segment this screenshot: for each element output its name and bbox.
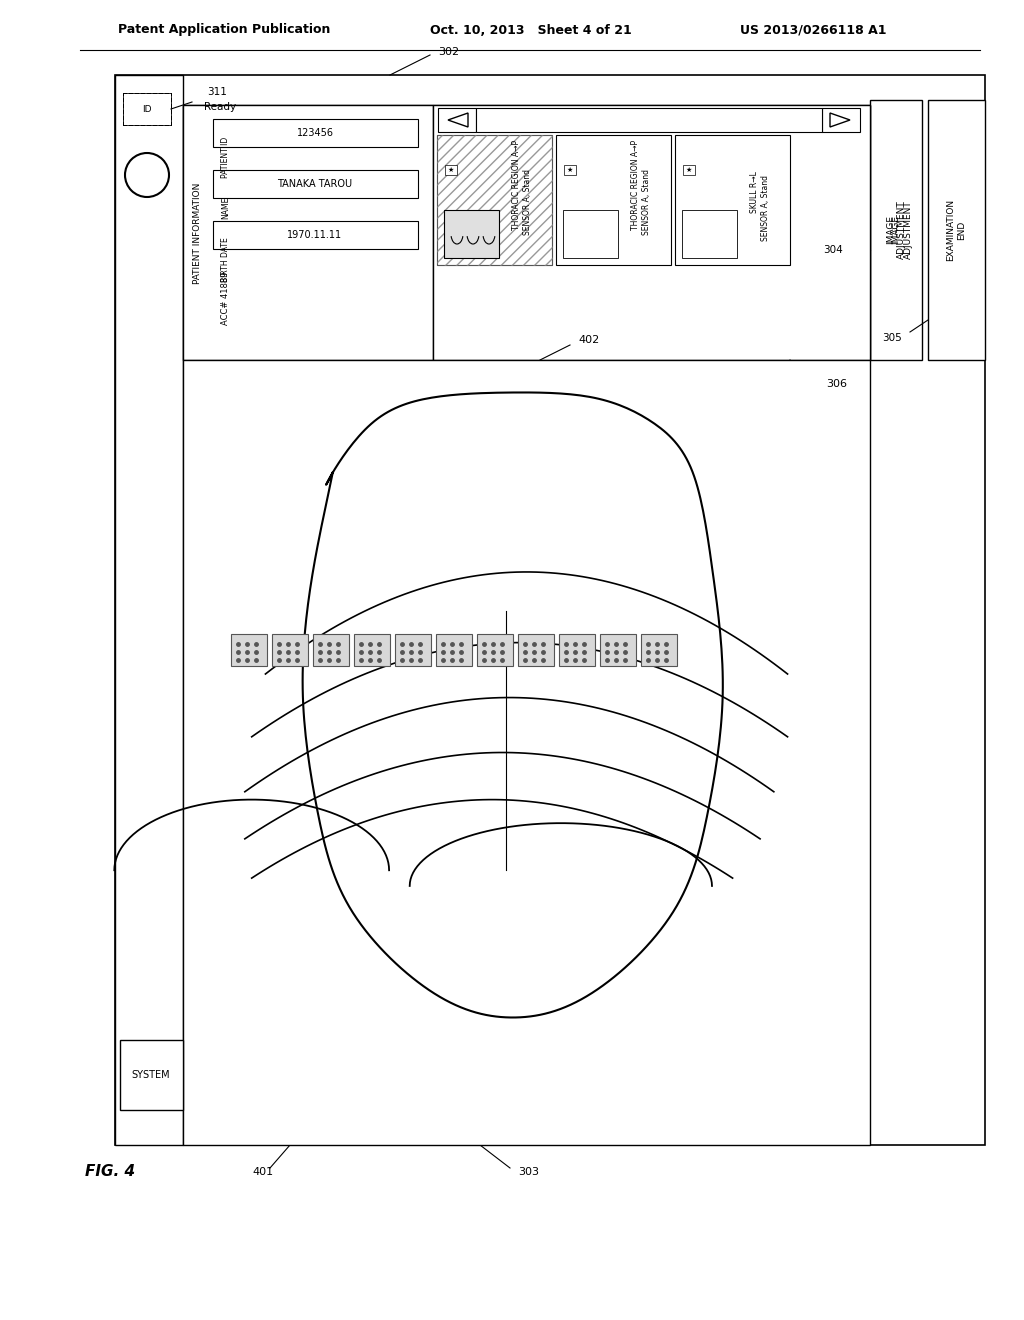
Text: ACC# 41889: ACC# 41889 bbox=[221, 271, 230, 325]
Bar bbox=[433, 106, 870, 360]
Text: 302: 302 bbox=[438, 48, 459, 57]
Text: US 2013/0266118 A1: US 2013/0266118 A1 bbox=[740, 24, 887, 37]
Text: 402: 402 bbox=[578, 335, 599, 345]
Text: EXAMINATION
END: EXAMINATION END bbox=[946, 199, 966, 261]
Bar bbox=[445, 165, 457, 176]
Bar bbox=[477, 634, 513, 667]
Text: THORACIC REGION A→P: THORACIC REGION A→P bbox=[631, 140, 640, 230]
Bar bbox=[354, 634, 390, 667]
Text: 306: 306 bbox=[826, 379, 847, 389]
Bar bbox=[272, 634, 308, 667]
Text: Patent Application Publication: Patent Application Publication bbox=[118, 24, 331, 37]
Bar bbox=[675, 135, 790, 265]
Text: 1970.11.11: 1970.11.11 bbox=[288, 230, 343, 240]
Bar bbox=[395, 634, 431, 667]
Bar bbox=[123, 92, 171, 125]
Text: ADJUSTMENT: ADJUSTMENT bbox=[903, 201, 912, 259]
Text: PATIENT ID: PATIENT ID bbox=[221, 136, 230, 178]
Text: NAME: NAME bbox=[221, 197, 230, 219]
Bar bbox=[559, 634, 595, 667]
Bar bbox=[120, 1040, 183, 1110]
Bar bbox=[437, 135, 552, 265]
Bar bbox=[436, 634, 472, 667]
Bar bbox=[438, 108, 476, 132]
Bar bbox=[556, 135, 671, 265]
Text: IMAGE
ADJUSTMENT: IMAGE ADJUSTMENT bbox=[887, 201, 905, 259]
Bar bbox=[682, 210, 737, 257]
Text: 311: 311 bbox=[207, 87, 227, 96]
Bar bbox=[518, 634, 554, 667]
Bar bbox=[183, 106, 870, 360]
Text: 304: 304 bbox=[823, 246, 843, 255]
Text: 305: 305 bbox=[883, 333, 902, 343]
Text: 123456: 123456 bbox=[297, 128, 334, 139]
Text: ★: ★ bbox=[567, 168, 573, 173]
Bar bbox=[683, 165, 695, 176]
Bar bbox=[928, 100, 985, 360]
Bar bbox=[115, 75, 183, 1144]
Text: 401: 401 bbox=[252, 1167, 273, 1177]
Text: IMAGE: IMAGE bbox=[892, 215, 900, 244]
Text: SKULL R→L: SKULL R→L bbox=[750, 172, 759, 213]
Bar bbox=[183, 106, 433, 360]
Bar bbox=[641, 634, 677, 667]
Text: ★: ★ bbox=[447, 168, 454, 173]
Bar bbox=[115, 75, 985, 1144]
Bar bbox=[313, 634, 349, 667]
Text: ID: ID bbox=[142, 104, 152, 114]
Bar bbox=[476, 108, 822, 132]
Text: FIG. 4: FIG. 4 bbox=[85, 1164, 135, 1180]
Bar bbox=[213, 220, 418, 249]
Text: THORACIC REGION A→P: THORACIC REGION A→P bbox=[512, 140, 521, 230]
Text: SENSOR A, Stand: SENSOR A, Stand bbox=[523, 169, 532, 235]
Text: BIRTH DATE: BIRTH DATE bbox=[221, 238, 230, 282]
Bar bbox=[563, 210, 618, 257]
Text: Oct. 10, 2013   Sheet 4 of 21: Oct. 10, 2013 Sheet 4 of 21 bbox=[430, 24, 632, 37]
Text: SENSOR A, Stand: SENSOR A, Stand bbox=[642, 169, 651, 235]
Bar bbox=[437, 135, 552, 265]
Bar bbox=[213, 119, 418, 147]
Text: ★: ★ bbox=[686, 168, 692, 173]
Text: SYSTEM: SYSTEM bbox=[132, 1071, 170, 1080]
Text: PATIENT INFORMATION: PATIENT INFORMATION bbox=[193, 182, 202, 284]
Bar bbox=[231, 634, 267, 667]
Bar bbox=[600, 634, 636, 667]
Bar bbox=[822, 108, 860, 132]
Bar bbox=[444, 210, 499, 257]
Bar bbox=[564, 165, 575, 176]
Bar bbox=[870, 100, 922, 360]
Bar bbox=[213, 170, 418, 198]
Text: SENSOR A, Stand: SENSOR A, Stand bbox=[761, 176, 770, 242]
Text: 303: 303 bbox=[518, 1167, 539, 1177]
Text: TANAKA TAROU: TANAKA TAROU bbox=[278, 180, 352, 189]
Text: Ready: Ready bbox=[204, 102, 237, 112]
Bar bbox=[183, 360, 870, 1144]
